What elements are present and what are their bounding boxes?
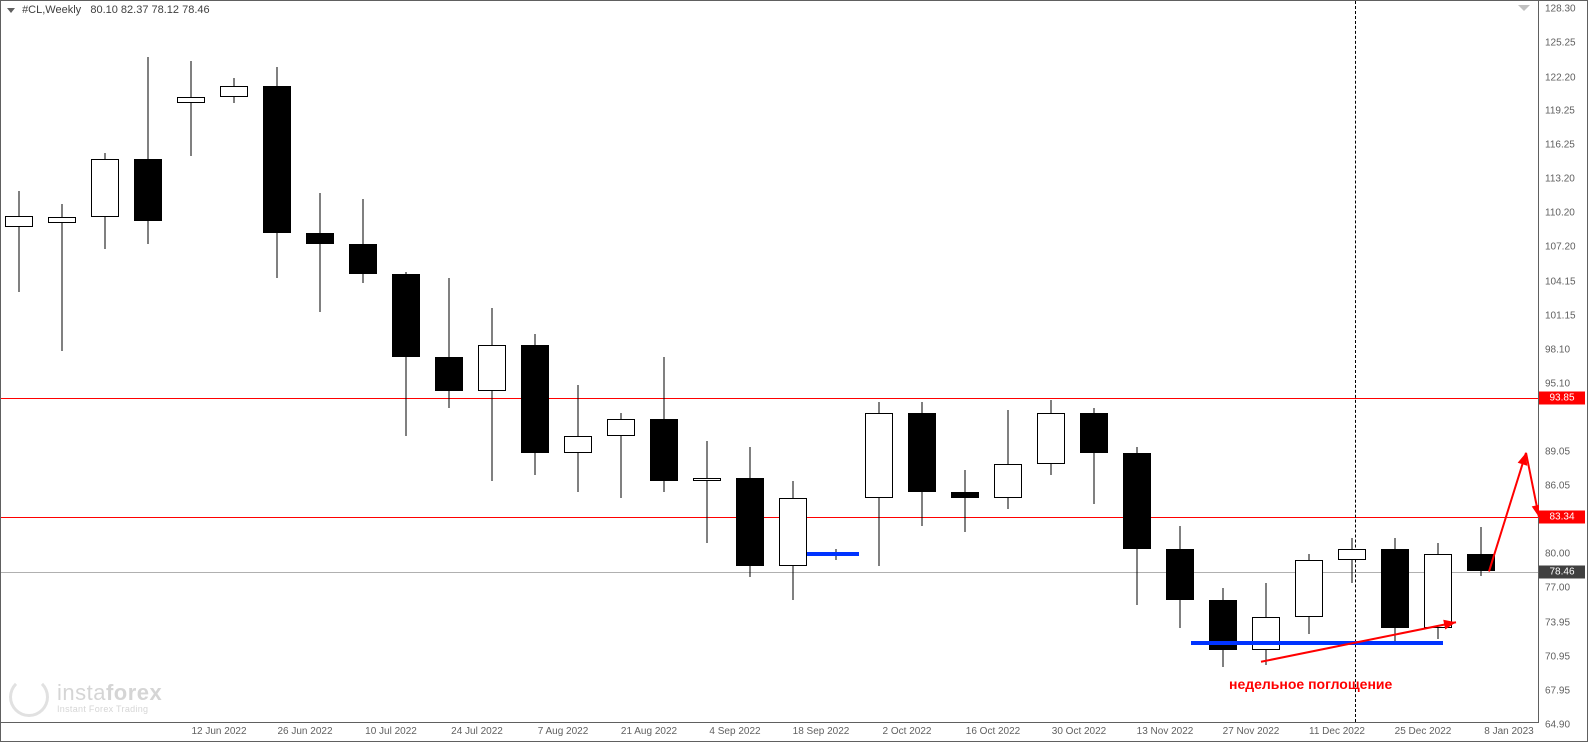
y-tick: 116.25 [1545,140,1575,151]
x-tick: 25 Dec 2022 [1395,726,1452,737]
candle [1252,1,1280,725]
candle [693,1,721,725]
y-tick: 113.20 [1545,174,1575,185]
y-axis: 128.30 125.25 122.20 119.25 116.25 113.20 110.… [1539,1,1587,723]
y-tick: 80.00 [1545,549,1570,560]
candle [478,1,506,725]
spinner-icon [9,677,49,717]
candle [263,1,291,725]
y-tick: 70.95 [1545,651,1570,662]
y-tick: 64.90 [1545,720,1570,731]
candle [177,1,205,725]
candle [91,1,119,725]
candle [1338,1,1366,725]
x-axis: 12 Jun 2022 26 Jun 2022 10 Jul 2022 24 Jul … [1,723,1539,741]
y-tick: 110.20 [1545,208,1575,219]
price-tag: 78.46 [1539,565,1585,578]
chart-container: #CL,Weekly 80.10 82.37 78.12 78.46 недел… [0,0,1588,742]
candle [134,1,162,725]
y-tick: 86.05 [1545,481,1570,492]
candle [908,1,936,725]
x-tick: 26 Jun 2022 [277,726,332,737]
candle [1209,1,1237,725]
y-tick: 67.95 [1545,685,1570,696]
candle [994,1,1022,725]
y-tick: 95.10 [1545,378,1570,389]
candle [521,1,549,725]
candle [48,1,76,725]
x-tick: 4 Sep 2022 [709,726,760,737]
x-tick: 11 Dec 2022 [1309,726,1365,737]
x-tick: 24 Jul 2022 [451,726,503,737]
x-tick: 8 Jan 2023 [1484,726,1534,737]
x-tick: 2 Oct 2022 [883,726,932,737]
y-tick: 77.00 [1545,583,1570,594]
y-tick: 128.30 [1545,3,1576,14]
x-tick: 18 Sep 2022 [793,726,850,737]
watermark-logo: instaforex Instant Forex Trading [9,675,229,719]
candle [1295,1,1323,725]
candle [1166,1,1194,725]
candle [392,1,420,725]
candle [1467,1,1495,725]
price-tag: 93.85 [1539,392,1585,405]
x-tick: 21 Aug 2022 [621,726,677,737]
candle [1080,1,1108,725]
y-tick: 101.15 [1545,310,1576,321]
annotation-label: недельное поглощение [1229,676,1392,692]
support-segment [1191,641,1443,645]
y-tick: 107.20 [1545,242,1576,253]
y-tick: 73.95 [1545,617,1570,628]
price-tag: 83.34 [1539,510,1585,523]
y-tick: 119.25 [1545,106,1575,117]
candle [1381,1,1409,725]
x-tick: 7 Aug 2022 [538,726,589,737]
candle [822,1,850,725]
watermark-text: instaforex [57,680,162,705]
candle [220,1,248,725]
candle [1123,1,1151,725]
candle [5,1,33,725]
candle [650,1,678,725]
candle [951,1,979,725]
x-tick: 30 Oct 2022 [1052,726,1106,737]
x-tick: 12 Jun 2022 [191,726,246,737]
y-tick: 89.05 [1545,447,1570,458]
candle [779,1,807,725]
candle [865,1,893,725]
candle [564,1,592,725]
x-tick: 27 Nov 2022 [1223,726,1280,737]
candle [435,1,463,725]
y-tick: 125.25 [1545,38,1576,49]
watermark-tagline: Instant Forex Trading [57,704,162,714]
candle [1037,1,1065,725]
chevron-down-icon [1518,5,1530,11]
candle [736,1,764,725]
candle [1424,1,1452,725]
y-tick: 98.10 [1545,345,1570,356]
support-segment [807,552,859,556]
x-tick: 16 Oct 2022 [966,726,1020,737]
y-tick: 104.15 [1545,276,1576,287]
candle [349,1,377,725]
candle [306,1,334,725]
price-plot[interactable]: недельное поглощение [1,1,1539,723]
candle [607,1,635,725]
y-tick: 122.20 [1545,72,1576,83]
x-tick: 10 Jul 2022 [365,726,417,737]
x-tick: 13 Nov 2022 [1137,726,1194,737]
